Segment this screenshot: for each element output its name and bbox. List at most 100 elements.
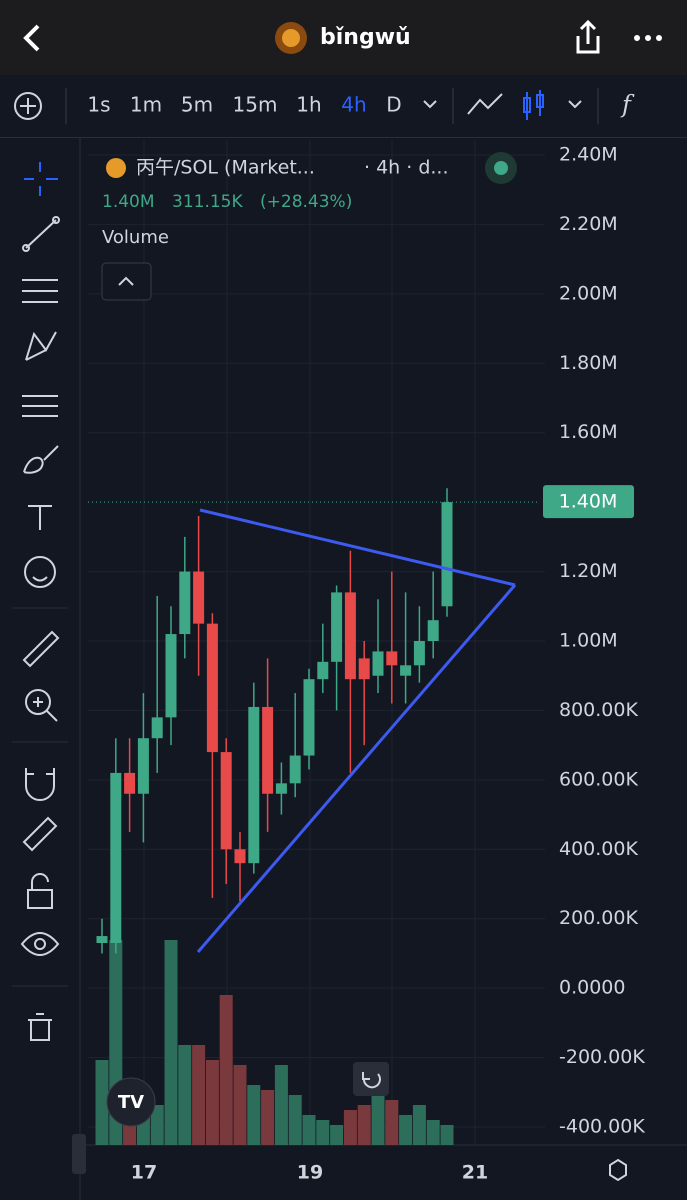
- candle-body: [179, 571, 191, 635]
- volume-bar: [274, 1065, 288, 1145]
- y-tick-label: -200.00K: [559, 1046, 645, 1068]
- collapse-button[interactable]: [101, 262, 152, 301]
- candle-body: [248, 706, 260, 864]
- token-icon-inner: [282, 29, 300, 47]
- legend-change: 311.15K: [172, 192, 243, 212]
- toolbar: [0, 75, 687, 138]
- volume-bar: [95, 1060, 109, 1145]
- timeframe-button[interactable]: 1h: [296, 93, 321, 117]
- candle-body: [400, 665, 412, 676]
- indicator-name: Volume: [102, 227, 169, 248]
- candle-body: [289, 755, 301, 784]
- legend-symbol: 丙午/SOL (Market...: [136, 157, 315, 179]
- volume-bar: [357, 1105, 371, 1145]
- volume-bar: [316, 1120, 330, 1145]
- candle-body: [441, 502, 453, 607]
- tv-logo[interactable]: [106, 1077, 156, 1127]
- volume-bar: [330, 1125, 344, 1145]
- last-price-box: [543, 485, 634, 519]
- y-tick-label: 1.20M: [559, 560, 618, 582]
- candle-body: [220, 752, 232, 850]
- candle-body: [386, 651, 398, 666]
- share-button[interactable]: [576, 19, 600, 54]
- volume-bar: [412, 1105, 426, 1145]
- back-button[interactable]: [23, 24, 40, 52]
- collapse-chevron: [118, 276, 134, 286]
- y-tick-label: 600.00K: [559, 768, 638, 790]
- y-tick-label: 2.40M: [559, 144, 618, 166]
- candle-body: [372, 651, 384, 676]
- timeframe-button[interactable]: D: [386, 93, 401, 117]
- candle-body: [413, 641, 425, 666]
- volume-bar: [343, 1110, 357, 1145]
- candle-body: [262, 706, 274, 794]
- add-indicator[interactable]: [14, 92, 42, 120]
- volume-bar: [288, 1095, 302, 1145]
- volume-bar: [247, 1085, 261, 1145]
- candle-body: [137, 738, 149, 794]
- legend-change-pct: (+28.43%): [260, 192, 352, 212]
- header: [0, 0, 687, 75]
- sidebar-separators: [12, 607, 68, 987]
- settings-button[interactable]: [609, 1158, 627, 1182]
- reset-button[interactable]: [353, 1062, 389, 1096]
- drawing-tools[interactable]: [20, 162, 60, 1041]
- candle-body: [331, 592, 343, 662]
- y-tick-label: 1.00M: [559, 630, 618, 652]
- y-tick-label: 1.80M: [559, 352, 618, 374]
- timeframe-button[interactable]: 5m: [181, 93, 213, 117]
- volume-bar: [399, 1115, 413, 1145]
- volume-bar: [302, 1115, 316, 1145]
- candle-body: [234, 849, 246, 864]
- tv-logo-mark: TV: [118, 1092, 144, 1113]
- y-tick-label: 2.00M: [559, 282, 618, 304]
- volume-bar: [440, 1125, 454, 1145]
- y-tick-label: 800.00K: [559, 699, 638, 721]
- legend-icon: [106, 158, 126, 178]
- candle-body: [206, 623, 218, 753]
- legend-price: 1.40M: [102, 192, 155, 212]
- x-tick-label: 21: [462, 1162, 488, 1184]
- candle-body: [96, 936, 108, 944]
- y-tick-label: -400.00K: [559, 1116, 645, 1138]
- candle-body: [275, 783, 287, 794]
- y-tick-label: 400.00K: [559, 838, 638, 860]
- volume-bar: [385, 1100, 399, 1145]
- more-button[interactable]: [634, 35, 662, 41]
- y-tick-label: 0.0000: [559, 977, 625, 999]
- volume-bar: [192, 1045, 206, 1145]
- y-tick-label: 2.20M: [559, 213, 618, 235]
- timeframe-button[interactable]: 1m: [130, 93, 162, 117]
- candle-body: [303, 679, 315, 756]
- chart-type-dropdown[interactable]: [568, 100, 582, 109]
- x-tick-label: 17: [131, 1162, 157, 1184]
- candle-body: [193, 571, 205, 624]
- trend-lines: [196, 508, 517, 953]
- volume-bar: [233, 1065, 247, 1145]
- timeframe-button[interactable]: 4h: [341, 93, 366, 117]
- formula-button[interactable]: f: [620, 91, 635, 119]
- candle-body: [110, 772, 122, 944]
- volume-bar: [219, 995, 233, 1145]
- add-indicator-plus: [20, 98, 36, 114]
- candle-body: [358, 658, 370, 680]
- timeframe-dropdown[interactable]: [423, 100, 437, 109]
- candle-body: [151, 717, 163, 739]
- sidebar-toggle[interactable]: [72, 1134, 86, 1174]
- volume-bar: [261, 1090, 275, 1145]
- candle-chart-button[interactable]: [523, 90, 544, 120]
- line-chart-button[interactable]: [467, 93, 503, 115]
- timeframe-button[interactable]: 15m: [233, 93, 278, 117]
- volume-bar: [164, 940, 178, 1145]
- candle-body: [165, 634, 177, 718]
- volume-bar: [426, 1120, 440, 1145]
- sidebar: [0, 138, 80, 1200]
- volume-bar: [178, 1045, 192, 1145]
- reset-icon: [362, 1072, 381, 1089]
- legend-interval: · 4h · d...: [364, 157, 449, 179]
- last-price-label: 1.40M: [559, 491, 618, 513]
- x-tick-label: 19: [297, 1162, 323, 1184]
- timeframe-button[interactable]: 1s: [87, 93, 110, 117]
